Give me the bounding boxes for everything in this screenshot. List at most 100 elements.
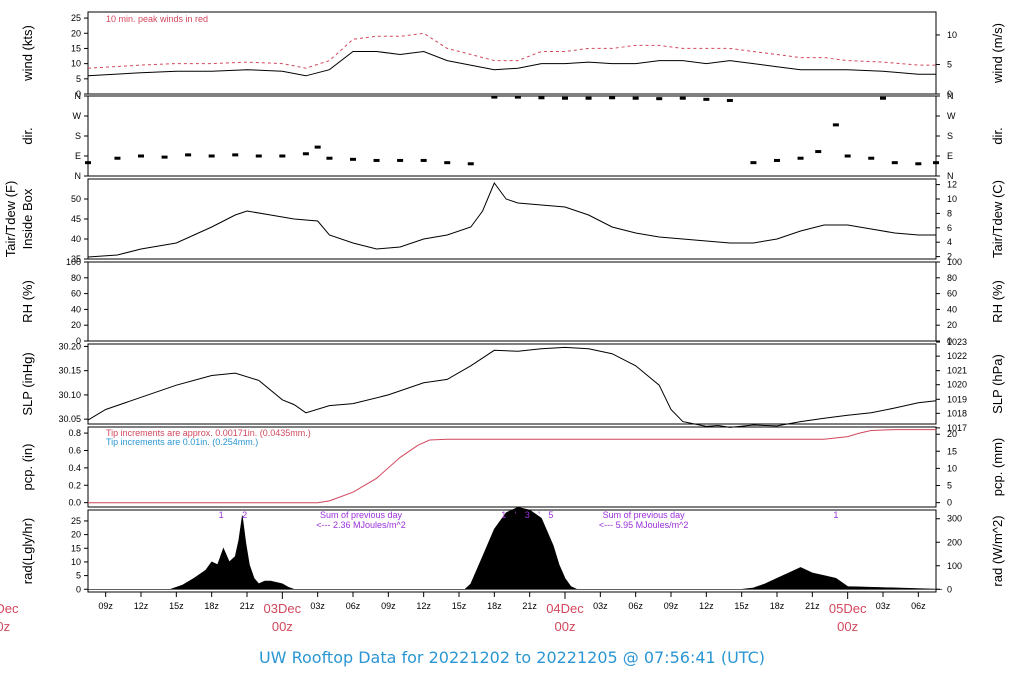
daily-sum-note: Sum of previous day — [603, 510, 686, 520]
daily-sum-note: Sum of previous day — [320, 510, 403, 520]
panel-slp: 30.05 30.10 30.15 30.20 1017 1018 1019 1020 1021… — [20, 337, 1005, 433]
y-axis-label: pcp. (in) — [20, 444, 35, 491]
y-tick-label: S — [75, 131, 81, 141]
data-point — [138, 154, 144, 158]
data-point — [562, 96, 568, 100]
data-point — [314, 145, 321, 149]
tip-note: Tip increments are approx. 0.00171in. (0… — [106, 428, 311, 438]
y-tick-right-label: 300 — [947, 514, 962, 524]
y-tick-right-label: 0 — [947, 336, 952, 346]
data-point — [832, 123, 839, 127]
y-axis-label-2: Inside Box — [20, 188, 35, 249]
data-point — [585, 96, 592, 100]
y-tick-label: 0 — [76, 336, 81, 346]
y-tick-label: 100 — [66, 257, 81, 267]
day-time-label: 00z — [555, 619, 576, 634]
data-point — [726, 98, 733, 102]
y-tick-label: 5 — [76, 74, 81, 84]
data-point — [868, 156, 875, 160]
data-point — [420, 158, 427, 162]
y-tick-right-label: 0 — [947, 584, 952, 594]
y-tick-label: 25 — [71, 13, 81, 23]
y-tick-label: 60 — [71, 289, 81, 299]
sun-marker: ' — [538, 510, 540, 520]
y-tick-right-label: 200 — [947, 537, 962, 547]
daily-sum-note: <--- 5.95 MJoules/m^2 — [599, 520, 689, 530]
y-tick-right-label: 10 — [947, 30, 957, 40]
data-point — [750, 161, 757, 165]
panel-frame — [87, 426, 937, 508]
radiation-area — [87, 506, 943, 590]
y-tick-right-label: 40 — [947, 304, 957, 314]
y-tick-right-label: 8 — [947, 208, 952, 218]
y-tick-label: 20 — [71, 28, 81, 38]
data-point — [815, 150, 822, 154]
y-tick-label: 20 — [71, 530, 81, 540]
sun-marker: 3 — [525, 510, 530, 520]
y-tick-label: 30.05 — [58, 414, 81, 424]
series-line-slp — [87, 346, 937, 428]
y-tick-right-label: 5 — [947, 59, 952, 69]
y-tick-label: N — [75, 91, 82, 101]
y-tick-label: 35 — [71, 254, 81, 264]
y-axis-label: rad(Lgly/hr) — [20, 518, 35, 584]
y-tick-label: 50 — [71, 194, 81, 204]
y-tick-label: 0.4 — [68, 463, 81, 473]
y-tick-right-label: 20 — [947, 429, 957, 439]
y-tick-right-label: 2 — [947, 252, 952, 262]
time-tick-label: 12z — [699, 601, 714, 611]
time-tick-label: 21z — [240, 601, 255, 611]
y-tick-right-label: 1017 — [947, 423, 967, 433]
day-time-label: 00z — [0, 619, 10, 634]
y-axis-label-right: Tair/Tdew (C) — [990, 180, 1005, 258]
y-axis-label-right: RH (%) — [990, 280, 1005, 323]
y-tick-right-label: 5 — [947, 481, 952, 491]
sun-marker: 5 — [548, 510, 553, 520]
data-point — [373, 158, 380, 162]
y-tick-right-label: 6 — [947, 223, 952, 233]
time-tick-label: 09z — [98, 601, 113, 611]
y-tick-label: 20 — [71, 320, 81, 330]
y-tick-right-label: 12 — [947, 180, 957, 190]
y-tick-right-label: 1021 — [947, 366, 967, 376]
y-tick-right-label: 1019 — [947, 394, 967, 404]
data-point — [632, 96, 639, 100]
time-tick-label: 15z — [169, 601, 184, 611]
y-tick-label: 40 — [71, 304, 81, 314]
y-tick-right-label: 10 — [947, 194, 957, 204]
time-tick-label: 06z — [628, 601, 643, 611]
y-tick-label: 10 — [71, 557, 81, 567]
time-tick-label: 18z — [487, 601, 502, 611]
y-tick-right-label: S — [947, 131, 953, 141]
y-axis-label-right: dir. — [990, 127, 1005, 144]
series-line-mean — [87, 50, 936, 77]
panel-temp: 35 40 45 50 2 4 6 8 10 12 Tair/Tdew (F) Inside Box T… — [3, 178, 1005, 264]
panel-pcp: 0.0 0.2 0.4 0.6 0.8 0 5 10 15 20 pcp. (in) pcp. (mm… — [20, 426, 1005, 508]
data-point — [208, 154, 215, 158]
time-tick-label: 18z — [770, 601, 785, 611]
sun-marker: ' — [515, 510, 517, 520]
data-point — [933, 161, 939, 165]
time-axis: 09z 12z 15z 18z 21z 03z 06z 09z 12z 15z 18z 21z 03z 0… — [0, 592, 926, 634]
daily-sum-note: <--- 2.36 MJoules/m^2 — [316, 520, 406, 530]
y-tick-label: 45 — [71, 214, 81, 224]
y-tick-label: 30.15 — [58, 366, 81, 376]
data-point — [85, 161, 91, 165]
time-tick-label: 12z — [134, 601, 149, 611]
y-tick-right-label: 0 — [947, 498, 952, 508]
y-tick-right-label: 60 — [947, 289, 957, 299]
y-tick-right-label: N — [947, 171, 954, 181]
sun-marker: 2 — [242, 510, 247, 520]
y-tick-right-label: 100 — [947, 257, 962, 267]
data-point — [491, 95, 498, 99]
data-point — [444, 161, 451, 165]
y-tick-label: W — [73, 111, 82, 121]
data-point — [844, 154, 851, 158]
day-date-label: 05Dec — [829, 601, 867, 616]
day-time-label: 00z — [837, 619, 858, 634]
y-tick-right-label: 4 — [947, 237, 952, 247]
y-tick-label: 0 — [76, 89, 81, 99]
data-point — [397, 158, 404, 162]
y-tick-right-label: 1022 — [947, 351, 967, 361]
day-time-label: 00z — [272, 619, 293, 634]
